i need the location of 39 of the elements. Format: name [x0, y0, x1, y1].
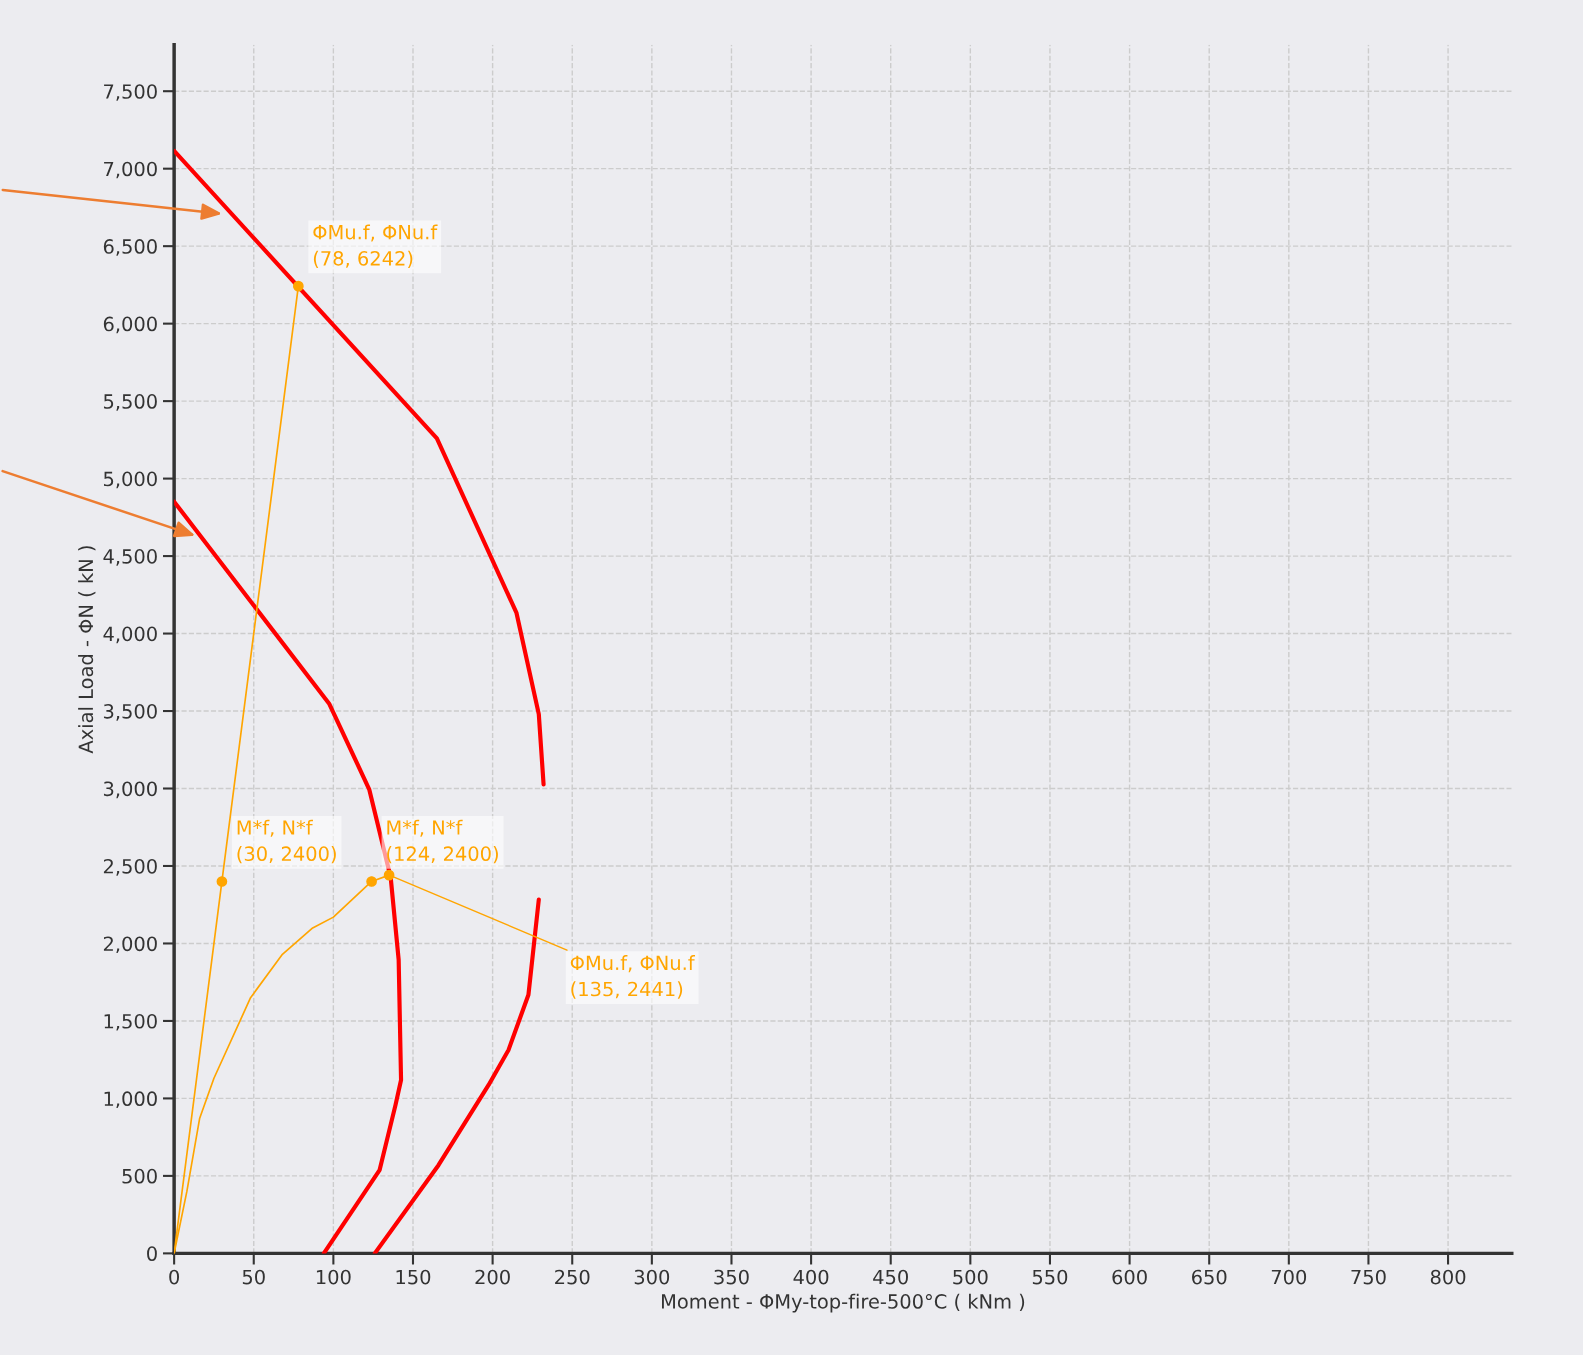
x-tick-label: 250: [555, 1269, 590, 1285]
y-tick-label: 1,000: [104, 1091, 157, 1109]
x-tick-label: 550: [1032, 1269, 1068, 1285]
x-tick-label: 300: [634, 1269, 670, 1285]
y-axis-title: Axial Load - ΦN ( kN ): [78, 546, 96, 754]
y-tick-label: 1,500: [104, 1013, 157, 1031]
y-tick-label: 0: [147, 1246, 157, 1262]
y-tick-label: 2,000: [103, 936, 157, 954]
x-tick-label: 500: [953, 1269, 988, 1285]
y-tick-label: 3,000: [103, 781, 157, 799]
annotation: ΦMu.f, ΦNu.f (78, 6242): [313, 224, 438, 268]
x-tick-label: 400: [793, 1269, 829, 1285]
y-tick-label: 2,500: [103, 858, 157, 876]
y-tick-label: 5,500: [103, 394, 157, 411]
annotation: ΦMu.f, ΦNu.f (135, 2441): [570, 955, 696, 999]
annotation: M*f, N*f (124, 2400): [387, 819, 498, 864]
x-tick-label: 700: [1271, 1269, 1307, 1285]
x-tick-label: 600: [1112, 1269, 1147, 1285]
y-tick-label: 6,000: [103, 316, 157, 334]
x-tick-label: 800: [1430, 1269, 1466, 1285]
annotation: M*f, N*f (30, 2400): [237, 819, 336, 864]
y-tick-label: 5,000: [103, 471, 157, 489]
x-tick-label: 0: [169, 1269, 180, 1285]
x-tick-label: 150: [396, 1269, 431, 1285]
x-tick-label: 350: [714, 1269, 749, 1285]
y-tick-label: 6,500: [103, 239, 157, 256]
y-tick-label: 3,500: [103, 703, 157, 721]
y-tick-label: 7,000: [104, 161, 157, 179]
x-tick-label: 50: [242, 1269, 265, 1285]
x-tick-label: 200: [475, 1269, 510, 1285]
y-tick-label: 4,000: [103, 626, 157, 644]
y-tick-label: 500: [122, 1168, 157, 1184]
y-tick-label: 4,500: [103, 549, 157, 566]
x-tick-label: 750: [1351, 1269, 1386, 1285]
y-tick-label: 7,500: [104, 84, 157, 101]
x-tick-label: 650: [1192, 1269, 1227, 1285]
x-axis-title: Moment - ΦMy-top-fire-500°C ( kNm ): [662, 1293, 1025, 1313]
x-tick-label: 450: [873, 1269, 908, 1285]
x-tick-label: 100: [316, 1269, 351, 1285]
